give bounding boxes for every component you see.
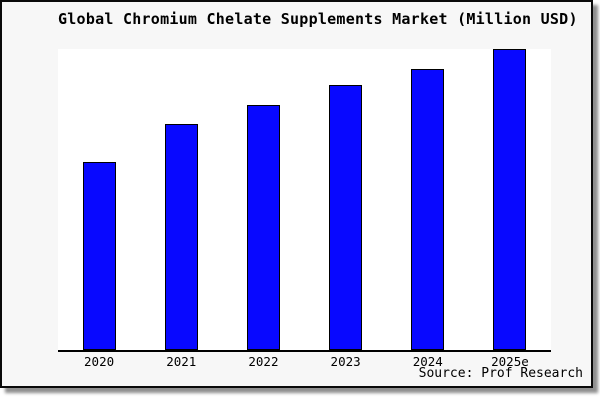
- x-tick-label-2021: 2021: [166, 354, 197, 369]
- source-note: Source: Prof Research: [418, 366, 583, 381]
- x-axis-line: [58, 350, 551, 352]
- bar-2024: [411, 68, 445, 350]
- x-axis-labels: 2020 2021 2022 2023 2024 2025e: [58, 354, 551, 369]
- chart-title: Global Chromium Chelate Supplements Mark…: [58, 10, 578, 28]
- bar-2020: [82, 161, 116, 350]
- x-tick-label-2024: 2024: [412, 354, 443, 369]
- bar-2021: [164, 124, 198, 350]
- chart-frame: Global Chromium Chelate Supplements Mark…: [0, 0, 593, 388]
- bar-slot-2024: [387, 49, 469, 350]
- x-tick-label-2025e: 2025e: [491, 354, 529, 369]
- bar-2025e: [493, 49, 527, 350]
- bar-slot-2025e: [469, 49, 551, 350]
- bars: [58, 49, 551, 350]
- bar-slot-2023: [305, 49, 387, 350]
- bar-2022: [246, 104, 280, 350]
- bar-slot-2022: [222, 49, 304, 350]
- bar-slot-2021: [140, 49, 222, 350]
- bar-2023: [329, 85, 363, 350]
- plot-area: [58, 49, 551, 350]
- x-tick-label-2022: 2022: [248, 354, 279, 369]
- bar-slot-2020: [58, 49, 140, 350]
- x-tick-label-2023: 2023: [330, 354, 361, 369]
- x-tick-label-2020: 2020: [84, 354, 115, 369]
